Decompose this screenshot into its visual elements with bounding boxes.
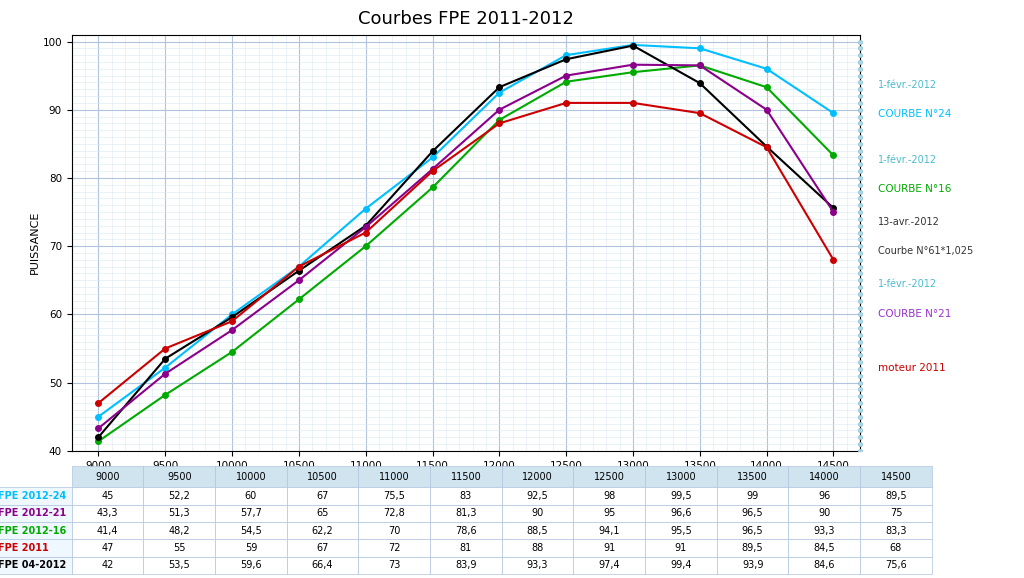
Text: 13-avr.-2012: 13-avr.-2012 bbox=[878, 217, 940, 227]
Text: moteur 2011: moteur 2011 bbox=[878, 362, 945, 373]
Y-axis label: PUISSANCE: PUISSANCE bbox=[30, 211, 40, 275]
Text: 1-févr.-2012: 1-févr.-2012 bbox=[878, 279, 937, 290]
Text: Courbe N°61*1,025: Courbe N°61*1,025 bbox=[878, 246, 973, 256]
Text: COURBE N°16: COURBE N°16 bbox=[878, 184, 951, 194]
Text: 1-févr.-2012: 1-févr.-2012 bbox=[878, 80, 937, 90]
Text: COURBE N°24: COURBE N°24 bbox=[878, 109, 951, 118]
Text: 1-févr.-2012: 1-févr.-2012 bbox=[878, 154, 937, 165]
Title: Courbes FPE 2011-2012: Courbes FPE 2011-2012 bbox=[358, 10, 573, 28]
Text: COURBE N°21: COURBE N°21 bbox=[878, 309, 951, 318]
